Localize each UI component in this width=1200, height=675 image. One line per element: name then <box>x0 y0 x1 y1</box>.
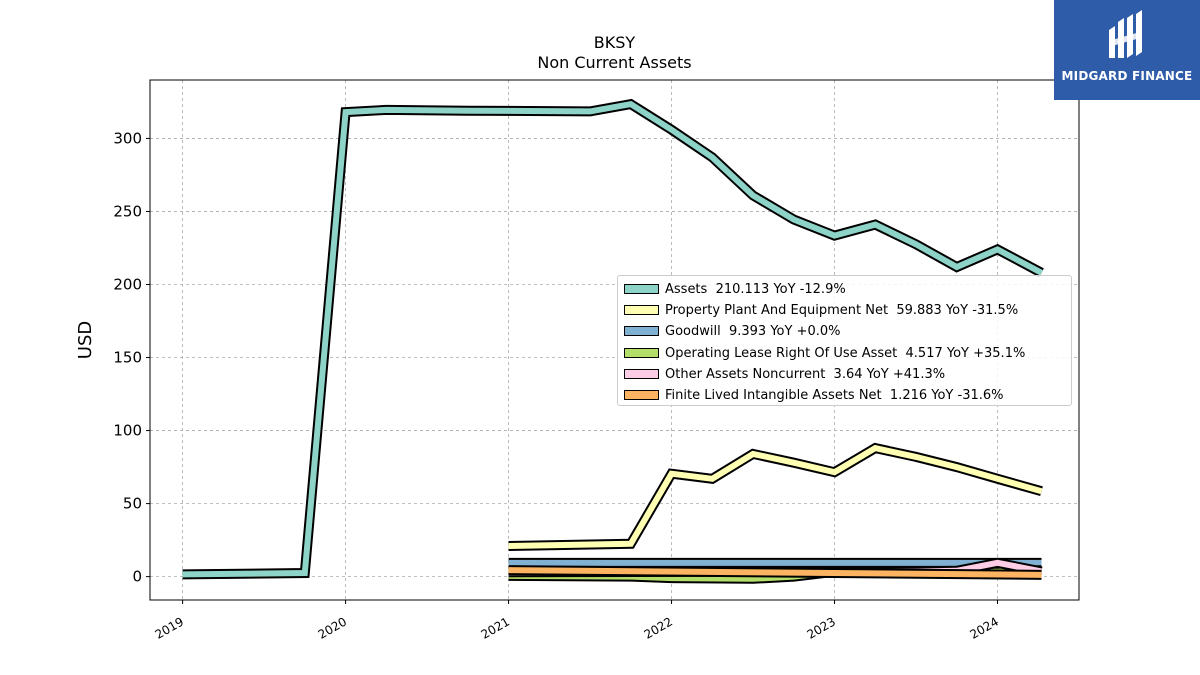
legend-item-operating-lease-right-of-use-asset: Operating Lease Right Of Use Asset 4.517… <box>618 344 1071 365</box>
logo-text: MIDGARD FINANCE <box>1061 69 1193 83</box>
legend-swatch-operating-lease-right-of-use-asset <box>624 347 659 358</box>
plot-frame <box>149 79 1080 601</box>
legend-item-property-plant-and-equipment-net: Property Plant And Equipment Net 59.883 … <box>618 301 1071 322</box>
legend-item-other-assets-noncurrent: Other Assets Noncurrent 3.64 YoY +41.3% <box>618 365 1071 386</box>
x-tick-label: 2022 <box>642 614 675 641</box>
x-tick-label: 2019 <box>153 614 186 641</box>
brand-logo: MIDGARD FINANCE <box>1054 0 1200 100</box>
legend-item-goodwill: Goodwill 9.393 YoY +0.0% <box>618 322 1071 343</box>
y-axis-label: USD <box>75 321 96 359</box>
logo-mark-icon <box>1109 10 1142 58</box>
legend-swatch-property-plant-and-equipment-net <box>624 305 659 316</box>
y-tick-label: 300 <box>113 129 142 147</box>
y-tick-label: 200 <box>113 275 142 293</box>
legend-label-assets: Assets 210.113 YoY -12.9% <box>665 282 846 297</box>
series-line-finite-lived-intangible-assets-net <box>508 567 1042 578</box>
chart-subtitle: Non Current Assets <box>537 53 691 72</box>
series-line-property-plant-and-equipment-net <box>508 444 1043 549</box>
legend-label-property-plant-and-equipment-net: Property Plant And Equipment Net 59.883 … <box>665 303 1019 319</box>
legend-swatch-finite-lived-intangible-assets-net <box>624 389 659 400</box>
legend-item-assets: Assets 210.113 YoY -12.9% <box>618 280 1071 301</box>
legend-label-operating-lease-right-of-use-asset: Operating Lease Right Of Use Asset 4.517… <box>665 345 1026 361</box>
legend-item-finite-lived-intangible-assets-net: Finite Lived Intangible Assets Net 1.216… <box>618 386 1071 407</box>
legend-swatch-other-assets-noncurrent <box>624 368 659 379</box>
y-tick-label: 50 <box>123 495 142 513</box>
x-tick-label: 2023 <box>805 614 838 641</box>
y-tick-label: 250 <box>113 202 142 220</box>
x-tick-label: 2020 <box>316 614 349 641</box>
y-tick-label: 100 <box>113 422 142 440</box>
legend-swatch-assets <box>624 284 659 294</box>
legend-label-finite-lived-intangible-assets-net: Finite Lived Intangible Assets Net 1.216… <box>665 387 1004 403</box>
y-tick-label: 0 <box>132 568 142 586</box>
series-line-assets <box>182 100 1043 578</box>
legend-label-goodwill: Goodwill 9.393 YoY +0.0% <box>665 324 841 340</box>
legend-label-other-assets-noncurrent: Other Assets Noncurrent 3.64 YoY +41.3% <box>665 366 946 382</box>
chart-title: BKSY <box>594 33 636 52</box>
x-tick-label: 2021 <box>479 614 512 641</box>
y-tick-label: 150 <box>113 349 142 367</box>
legend-swatch-goodwill <box>624 326 659 337</box>
chart-legend: Assets 210.113 YoY -12.9% Property Plant … <box>617 275 1072 406</box>
series-outline-property-plant-and-equipment-net <box>508 442 1043 551</box>
x-tick-label: 2024 <box>968 614 1001 641</box>
